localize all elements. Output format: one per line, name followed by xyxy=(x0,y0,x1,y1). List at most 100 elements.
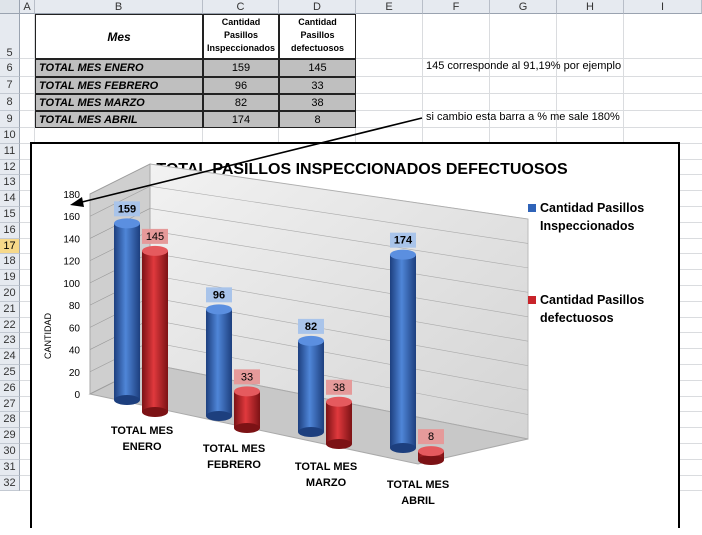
data-label-box xyxy=(142,228,168,244)
column-header-a[interactable]: A xyxy=(20,0,35,14)
bar-top xyxy=(234,386,260,397)
bar-base xyxy=(418,455,444,465)
row-header-30[interactable]: 30 xyxy=(0,444,20,460)
row-header-28[interactable]: 28 xyxy=(0,412,20,429)
note-145[interactable]: 145 corresponde al 91,19% por ejemplo xyxy=(426,60,622,72)
bar-body xyxy=(234,391,260,428)
column-header-h[interactable]: H xyxy=(557,0,624,14)
gridline xyxy=(149,230,529,293)
table-cell-inspeccionados[interactable]: 159 xyxy=(203,59,279,77)
row-header-29[interactable]: 29 xyxy=(0,428,20,444)
table-cell-mes[interactable]: TOTAL MES MARZO xyxy=(35,94,203,111)
legend-label: defectuosos xyxy=(540,311,614,325)
row-header-27[interactable]: 27 xyxy=(0,396,20,413)
table-cell-inspeccionados[interactable]: 174 xyxy=(203,111,279,128)
x-category-label: TOTAL MES xyxy=(387,479,449,491)
table-cell-mes[interactable]: TOTAL MES FEBRERO xyxy=(35,77,203,94)
row-header-14[interactable]: 14 xyxy=(0,191,20,207)
data-label: 33 xyxy=(241,371,253,383)
row-header-12[interactable]: 12 xyxy=(0,159,20,176)
note-180[interactable]: si cambio esta barra a % me sale 180% xyxy=(426,111,620,123)
table-cell-inspeccionados[interactable]: 96 xyxy=(203,77,279,94)
row-header-21[interactable]: 21 xyxy=(0,301,20,318)
data-label: 38 xyxy=(333,382,345,394)
select-all-corner[interactable] xyxy=(0,0,20,14)
header-cantidad-inspeccionados[interactable]: Cantidad Pasillos Inspeccionados xyxy=(203,14,279,59)
bar-top xyxy=(142,245,168,256)
table-cell-defectuosos[interactable]: 38 xyxy=(279,94,356,111)
row-header-19[interactable]: 19 xyxy=(0,270,20,286)
bar-base xyxy=(326,439,352,449)
chart-svg: TOTAL PASILLOS INSPECCIONADOS DEFECTUOSO… xyxy=(43,161,644,507)
column-header-g[interactable]: G xyxy=(490,0,557,14)
bar-top xyxy=(206,304,232,315)
row-header-24[interactable]: 24 xyxy=(0,349,20,365)
row-header-15[interactable]: 15 xyxy=(0,207,20,223)
column-header-f[interactable]: F xyxy=(423,0,490,14)
row-header-18[interactable]: 18 xyxy=(0,254,20,271)
legend-swatch xyxy=(528,296,536,304)
row-header-6[interactable]: 6 xyxy=(0,59,20,77)
header-d-line3: defectuosos xyxy=(290,43,344,53)
row-header-32[interactable]: 32 xyxy=(0,475,20,492)
table-cell-mes[interactable]: TOTAL MES ENERO xyxy=(35,59,203,77)
row-header-20[interactable]: 20 xyxy=(0,286,20,302)
arrow-head xyxy=(70,197,84,207)
gridline xyxy=(149,163,529,220)
bar-base xyxy=(234,423,260,433)
row-header-10[interactable]: 10 xyxy=(0,128,20,144)
bar-body xyxy=(142,250,168,412)
y-tick-label: 100 xyxy=(63,279,80,290)
gridline-row xyxy=(20,127,702,128)
bar-base xyxy=(298,427,324,437)
row-header-7[interactable]: 7 xyxy=(0,77,20,94)
table-cell-defectuosos[interactable]: 8 xyxy=(279,111,356,128)
table-cell-defectuosos[interactable]: 33 xyxy=(279,77,356,94)
row-header-16[interactable]: 16 xyxy=(0,222,20,239)
chart-area[interactable]: TOTAL PASILLOS INSPECCIONADOS DEFECTUOSO… xyxy=(30,142,680,528)
row-header-17[interactable]: 17 xyxy=(0,238,20,255)
bar-top xyxy=(326,396,352,407)
data-label: 174 xyxy=(394,235,413,247)
y-tick-label: 0 xyxy=(74,390,80,401)
row-header-9[interactable]: 9 xyxy=(0,111,20,128)
row-header-31[interactable]: 31 xyxy=(0,459,20,476)
legend-label: Cantidad Pasillos xyxy=(540,293,644,307)
header-cantidad-defectuosos[interactable]: Cantidad Pasillos defectuosos xyxy=(279,14,356,59)
bar-base xyxy=(142,407,168,417)
gridline xyxy=(149,274,529,342)
header-c-line2: Pasillos xyxy=(223,30,259,40)
bar-top xyxy=(114,218,140,229)
arrow-line xyxy=(77,117,423,204)
header-d-line1: Cantidad xyxy=(298,17,337,27)
row-header-22[interactable]: 22 xyxy=(0,317,20,334)
bar-inspeccionados-4 xyxy=(390,249,416,453)
bar-defectuosos-3 xyxy=(326,396,352,449)
data-label-box xyxy=(206,287,232,303)
row-header-11[interactable]: 11 xyxy=(0,143,20,160)
row-header-8[interactable]: 8 xyxy=(0,94,20,111)
data-label: 145 xyxy=(146,231,164,243)
column-header-d[interactable]: D xyxy=(279,0,356,14)
row-header-23[interactable]: 23 xyxy=(0,333,20,350)
gridline xyxy=(89,185,151,217)
bar-top xyxy=(298,335,324,346)
column-header-e[interactable]: E xyxy=(356,0,423,14)
x-category-label: TOTAL MES xyxy=(111,425,173,437)
y-tick-label: 140 xyxy=(63,234,80,245)
gridline xyxy=(149,208,529,269)
row-header-5[interactable]: 5 xyxy=(0,14,20,59)
row-header-25[interactable]: 25 xyxy=(0,365,20,381)
column-header-b[interactable]: B xyxy=(35,0,203,14)
row-header-26[interactable]: 26 xyxy=(0,380,20,397)
x-category-label: FEBRERO xyxy=(207,459,261,471)
table-cell-mes[interactable]: TOTAL MES ABRIL xyxy=(35,111,203,128)
header-mes[interactable]: Mes xyxy=(35,14,203,59)
table-cell-defectuosos[interactable]: 145 xyxy=(279,59,356,77)
header-c-line3: Inspeccionados xyxy=(206,43,276,53)
table-cell-inspeccionados[interactable]: 82 xyxy=(203,94,279,111)
row-header-13[interactable]: 13 xyxy=(0,175,20,192)
column-header-c[interactable]: C xyxy=(203,0,279,14)
header-c-line1: Cantidad xyxy=(221,17,261,27)
